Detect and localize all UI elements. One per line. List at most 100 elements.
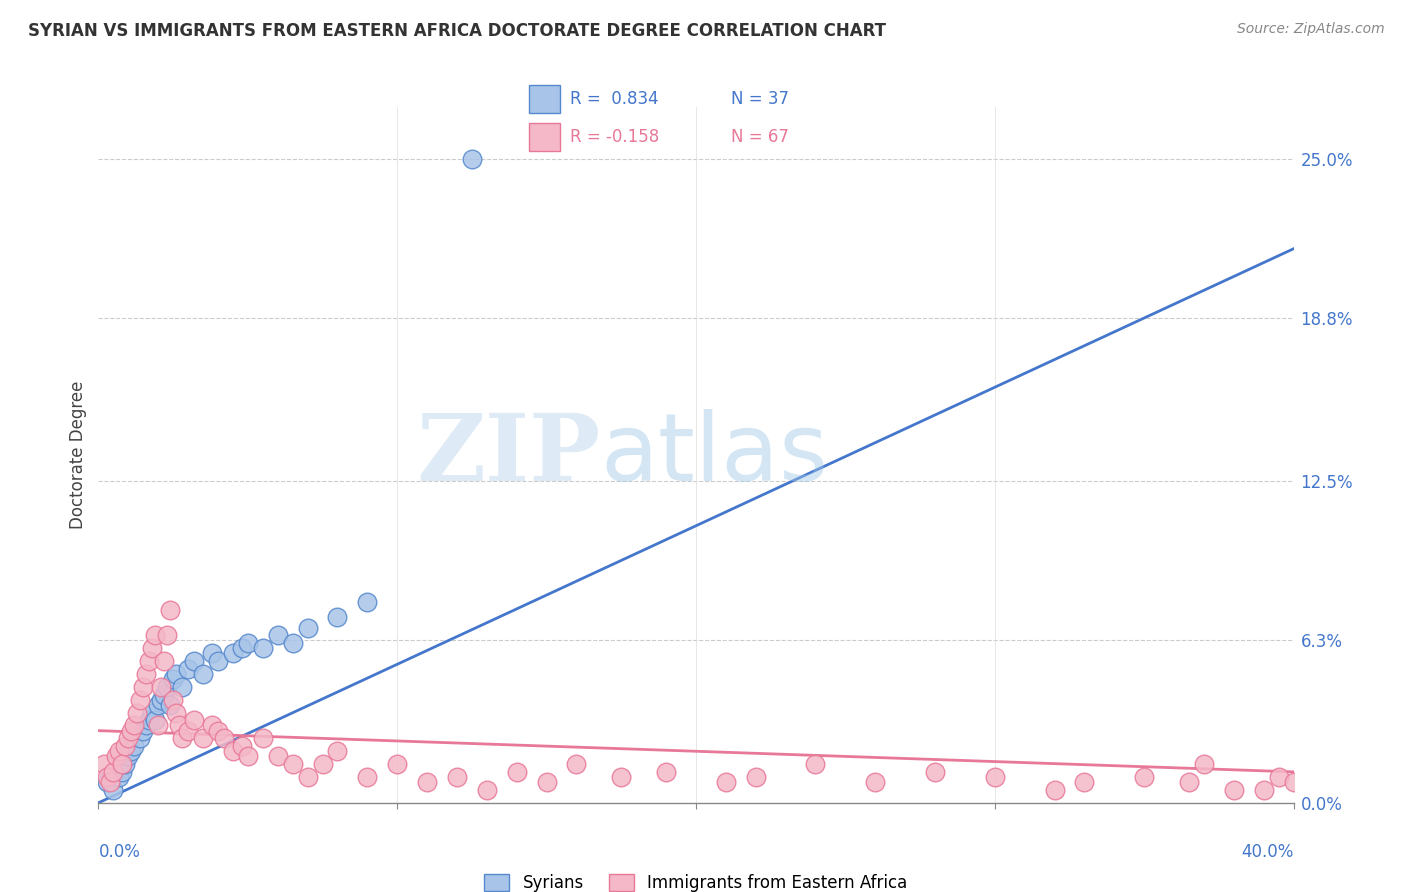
- Text: SYRIAN VS IMMIGRANTS FROM EASTERN AFRICA DOCTORATE DEGREE CORRELATION CHART: SYRIAN VS IMMIGRANTS FROM EASTERN AFRICA…: [28, 22, 886, 40]
- Point: [138, 654, 160, 668]
- Point: [924, 764, 946, 779]
- Point: [1192, 757, 1215, 772]
- Text: N = 37: N = 37: [731, 90, 789, 108]
- Point: [506, 764, 529, 779]
- Point: [326, 744, 349, 758]
- Point: [96, 770, 118, 784]
- Point: [114, 739, 136, 753]
- Point: [127, 706, 149, 720]
- Point: [207, 654, 229, 668]
- Point: [297, 770, 319, 784]
- Point: [120, 723, 142, 738]
- Text: atlas: atlas: [600, 409, 828, 501]
- Point: [281, 636, 304, 650]
- Point: [162, 692, 184, 706]
- Point: [461, 152, 484, 166]
- Point: [129, 692, 152, 706]
- Point: [156, 680, 179, 694]
- Point: [222, 744, 245, 758]
- Text: N = 67: N = 67: [731, 128, 789, 145]
- Point: [108, 770, 131, 784]
- Point: [267, 628, 290, 642]
- Point: [117, 731, 139, 746]
- Point: [100, 775, 122, 789]
- Point: [231, 641, 253, 656]
- Text: 40.0%: 40.0%: [1241, 843, 1294, 861]
- Point: [159, 698, 181, 712]
- Point: [236, 636, 259, 650]
- Point: [565, 757, 588, 772]
- Point: [745, 770, 768, 784]
- Point: [120, 744, 142, 758]
- Point: [148, 698, 170, 712]
- Point: [143, 714, 166, 728]
- Point: [93, 757, 115, 772]
- Point: [201, 646, 224, 660]
- Point: [172, 680, 194, 694]
- Point: [356, 595, 378, 609]
- Point: [117, 749, 139, 764]
- Point: [236, 749, 259, 764]
- Point: [655, 764, 678, 779]
- Point: [1043, 783, 1066, 797]
- Point: [108, 744, 131, 758]
- Point: [1073, 775, 1095, 789]
- Text: R =  0.834: R = 0.834: [569, 90, 658, 108]
- Point: [124, 718, 146, 732]
- Point: [153, 688, 176, 702]
- Point: [416, 775, 439, 789]
- Point: [804, 757, 827, 772]
- Point: [281, 757, 304, 772]
- Point: [132, 680, 155, 694]
- Point: [252, 731, 274, 746]
- Point: [162, 672, 184, 686]
- Point: [326, 610, 349, 624]
- Point: [111, 764, 134, 779]
- Point: [138, 714, 160, 728]
- Point: [183, 654, 205, 668]
- Point: [356, 770, 378, 784]
- Point: [103, 764, 125, 779]
- Point: [141, 706, 163, 720]
- Point: [1267, 770, 1289, 784]
- Point: [1133, 770, 1156, 784]
- Point: [297, 621, 319, 635]
- Point: [150, 692, 173, 706]
- Point: [165, 667, 187, 681]
- Point: [475, 783, 498, 797]
- Point: [222, 646, 245, 660]
- Y-axis label: Doctorate Degree: Doctorate Degree: [69, 381, 87, 529]
- Point: [207, 723, 229, 738]
- Text: R = -0.158: R = -0.158: [569, 128, 659, 145]
- Point: [177, 662, 200, 676]
- Point: [1282, 775, 1305, 789]
- Point: [212, 731, 235, 746]
- Text: 0.0%: 0.0%: [98, 843, 141, 861]
- Point: [132, 723, 155, 738]
- Point: [1253, 783, 1275, 797]
- Point: [446, 770, 468, 784]
- Bar: [530, 123, 561, 152]
- Point: [124, 739, 146, 753]
- Bar: [530, 85, 561, 113]
- Point: [165, 706, 187, 720]
- Point: [385, 757, 409, 772]
- Point: [105, 749, 128, 764]
- Point: [714, 775, 737, 789]
- Point: [201, 718, 224, 732]
- Point: [129, 731, 152, 746]
- Point: [231, 739, 253, 753]
- Point: [984, 770, 1007, 784]
- Point: [172, 731, 194, 746]
- Point: [1178, 775, 1201, 789]
- Point: [863, 775, 887, 789]
- Point: [536, 775, 558, 789]
- Point: [167, 718, 190, 732]
- Point: [96, 775, 118, 789]
- Point: [156, 628, 179, 642]
- Point: [177, 723, 200, 738]
- Point: [191, 731, 214, 746]
- Point: [148, 718, 170, 732]
- Point: [311, 757, 333, 772]
- Point: [114, 757, 136, 772]
